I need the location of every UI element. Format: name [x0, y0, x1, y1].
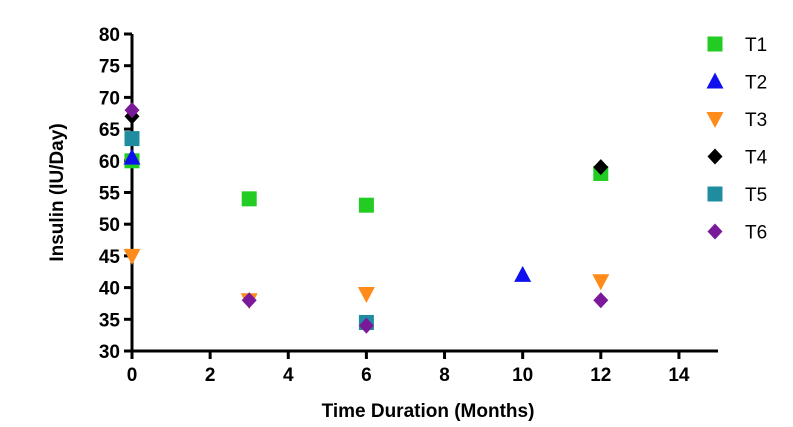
legend-marker [707, 186, 723, 202]
axes: 30 35 40 45 50 55 60 65 70 75 80 0 2 4 6 8 10 12 14 [99, 25, 718, 386]
series-t6 [124, 102, 609, 334]
legend-marker [707, 148, 723, 165]
x-axis-title: Time Duration (Months) [322, 401, 535, 422]
x-tick-label: 6 [361, 365, 372, 386]
x-tick-label: 4 [283, 365, 294, 386]
legend-label: T3 [745, 110, 767, 131]
data-point [593, 292, 609, 309]
legend-label: T2 [745, 73, 767, 94]
legend-item-t5: T5 [707, 185, 767, 206]
data-point [593, 159, 609, 176]
legend-item-t2: T2 [706, 72, 767, 94]
data-point [123, 248, 141, 265]
data-point [358, 197, 374, 213]
y-tick-label: 80 [99, 25, 120, 46]
data-point [357, 286, 375, 303]
y-tick-label: 65 [99, 120, 121, 141]
y-axis-title: Insulin (IU/Day) [47, 123, 68, 261]
y-tick-label: 60 [99, 152, 120, 173]
y-tick-label: 30 [99, 342, 120, 363]
legend-marker [707, 223, 723, 240]
y-tick-label: 45 [99, 247, 121, 268]
y-tick-label: 50 [99, 215, 120, 236]
series-t2 [123, 148, 532, 282]
y-tick-label: 35 [99, 310, 121, 331]
y-tick-label: 40 [99, 279, 120, 300]
data-point [592, 274, 610, 291]
legend-label: T5 [745, 185, 767, 206]
y-tick-label: 75 [99, 57, 121, 78]
series-t4 [124, 108, 609, 176]
series-t3 [123, 248, 610, 310]
legend-marker [706, 72, 724, 89]
legend-item-t4: T4 [707, 148, 768, 169]
x-tick-label: 2 [205, 365, 216, 386]
legend-marker [707, 36, 723, 52]
legend-item-t1: T1 [707, 35, 767, 56]
data-points [123, 102, 610, 334]
legend-label: T1 [745, 35, 767, 56]
data-point [241, 191, 257, 207]
x-tick-label: 12 [590, 365, 611, 386]
legend-item-t3: T3 [706, 110, 767, 131]
x-tick-label: 10 [512, 365, 533, 386]
legend-marker [706, 112, 724, 128]
legend-label: T4 [745, 148, 768, 169]
series-t1 [124, 153, 609, 213]
data-point [241, 292, 257, 309]
x-tick-label: 14 [668, 365, 690, 386]
legend-label: T6 [745, 223, 767, 244]
y-tick-label: 55 [99, 184, 121, 205]
y-tick-label: 70 [99, 88, 120, 109]
data-point [124, 102, 140, 119]
data-point [124, 131, 140, 147]
data-point [514, 265, 532, 282]
data-point [358, 317, 374, 334]
x-tick-label: 8 [439, 365, 450, 386]
legend: T1 T2 T3 T4 T5 T6 [706, 35, 768, 244]
x-tick-label: 0 [127, 365, 138, 386]
data-point [123, 148, 141, 165]
legend-item-t6: T6 [707, 223, 767, 244]
